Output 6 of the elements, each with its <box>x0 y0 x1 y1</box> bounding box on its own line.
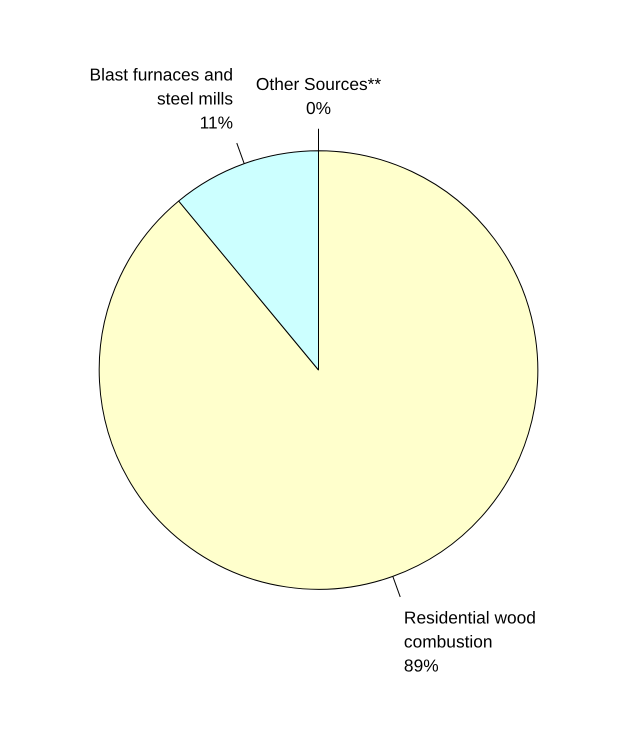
data-label: 11% <box>200 112 234 133</box>
text: 0% <box>306 98 332 118</box>
slice-label: Blast furnaces and steel mills <box>90 64 234 109</box>
category-label: Other Sources** <box>256 74 382 94</box>
data-label: 89% <box>404 655 439 676</box>
slice-label: Residential wood combustion <box>404 607 536 652</box>
